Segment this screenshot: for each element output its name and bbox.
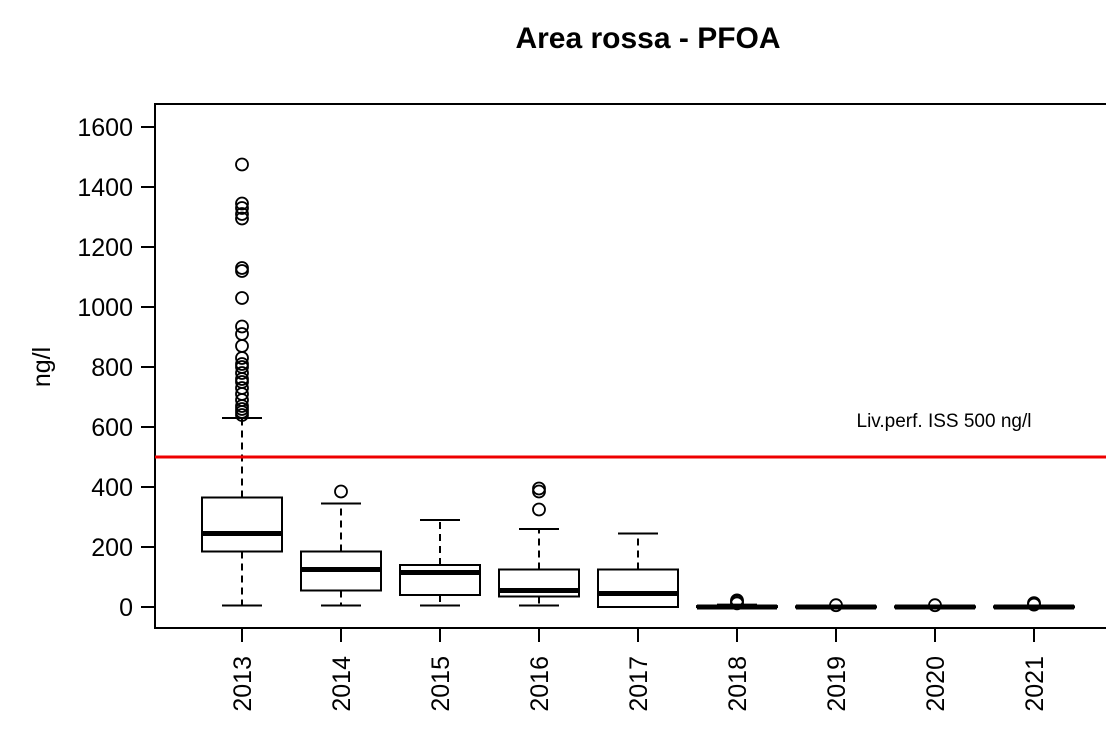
y-tick-label: 600	[91, 414, 133, 442]
x-tick-label: 2017	[625, 656, 653, 712]
outlier-point	[928, 598, 942, 613]
outlier-point	[235, 207, 249, 221]
outlier-point	[532, 481, 546, 496]
x-tick-label: 2021	[1021, 656, 1049, 712]
box	[399, 564, 481, 596]
x-tick-label: 2018	[724, 656, 752, 712]
y-axis-label: ng/l	[28, 347, 56, 387]
outlier-point	[235, 261, 249, 275]
outlier-point	[235, 319, 249, 334]
y-tick-label: 1000	[77, 294, 133, 322]
outlier-point	[235, 157, 249, 172]
box	[201, 496, 283, 553]
x-tick-label: 2019	[823, 656, 851, 712]
outlier-point	[235, 366, 249, 380]
x-tick-label: 2014	[328, 656, 356, 712]
outlier-point	[235, 211, 249, 226]
y-tick-label: 800	[91, 354, 133, 382]
box	[597, 568, 679, 608]
y-axis: 0 200 400 600 800 1000 1200 1400 1600	[77, 114, 155, 622]
plot-frame	[154, 103, 1106, 629]
reference-line-label: Liv.perf. ISS 500 ng/l	[857, 411, 1032, 432]
outlier-point	[235, 327, 249, 341]
y-tick-label: 1400	[77, 174, 133, 202]
reference-line-group: Liv.perf. ISS 500 ng/l	[155, 411, 1106, 459]
chart-title: Area rossa - PFOA	[515, 22, 780, 55]
y-tick-label: 1600	[77, 114, 133, 142]
outlier-point	[235, 201, 249, 215]
x-tick-label: 2015	[427, 656, 455, 712]
y-tick-label: 200	[91, 534, 133, 562]
x-tick-label: 2020	[922, 656, 950, 712]
y-tick-label: 1200	[77, 234, 133, 262]
outlier-point	[532, 502, 546, 517]
y-tick-label: 400	[91, 474, 133, 502]
y-tick-label: 0	[119, 594, 133, 622]
x-axis: 2013 2014 2015 2016 2017 2018 2019 2020 2021	[229, 628, 1049, 712]
outlier-point	[235, 357, 249, 371]
outlier-point	[829, 598, 843, 613]
outlier-point	[334, 484, 348, 499]
outlier-point	[730, 593, 744, 608]
x-tick-label: 2016	[526, 656, 554, 712]
boxes-group	[201, 157, 1075, 613]
outlier-point	[235, 196, 249, 211]
x-tick-label: 2013	[229, 656, 257, 712]
outlier-point	[1027, 596, 1041, 610]
outlier-point	[235, 339, 249, 353]
outlier-point	[235, 291, 249, 305]
outlier-point	[235, 381, 249, 395]
